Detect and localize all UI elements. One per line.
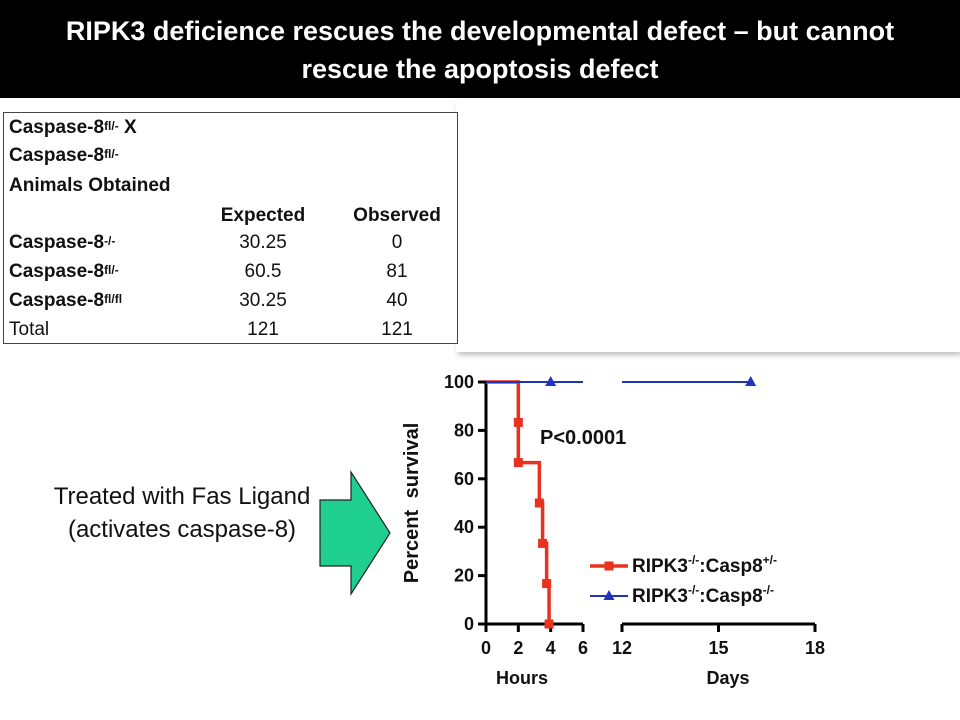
cell-expected: 30.25 bbox=[239, 290, 287, 311]
x-axis-label-hours: Hours bbox=[496, 668, 548, 688]
right-arrow-icon bbox=[319, 470, 391, 596]
cell-expected: 30.25 bbox=[239, 232, 287, 253]
cross-parent-2: Caspase-8fl/- bbox=[9, 145, 119, 166]
cell-expected: 60.5 bbox=[244, 261, 282, 282]
data-point-square bbox=[534, 498, 544, 508]
legend-swatch-square bbox=[604, 561, 614, 571]
cell-observed: 0 bbox=[391, 232, 403, 253]
row-label: Caspase-8fl/fl bbox=[9, 290, 123, 311]
column-header-observed: Observed bbox=[353, 205, 441, 226]
x-tick-label: 4 bbox=[546, 638, 556, 658]
total-label: Total bbox=[9, 319, 50, 340]
cell-observed: 40 bbox=[386, 290, 408, 311]
x-tick-label: 6 bbox=[578, 638, 588, 658]
genotype-table: Caspase-8fl/- X Caspase-8fl/- Animals Ob… bbox=[3, 112, 458, 344]
row-label: Caspase-8-/- bbox=[9, 232, 116, 253]
cross-parent-1: Caspase-8fl/- X bbox=[9, 117, 137, 138]
y-tick-label: 40 bbox=[454, 517, 474, 537]
data-point-triangle bbox=[545, 376, 557, 386]
marker-layer bbox=[513, 376, 757, 629]
blank-panel bbox=[456, 100, 960, 352]
x-axis-label-days: Days bbox=[706, 668, 749, 688]
slide-title: RIPK3 deficience rescues the development… bbox=[65, 16, 895, 84]
y-tick-label: 60 bbox=[454, 469, 474, 489]
x-tick-label: 0 bbox=[481, 638, 491, 658]
total-observed: 121 bbox=[381, 319, 413, 340]
p-value-annotation: P<0.0001 bbox=[540, 427, 626, 449]
total-expected: 121 bbox=[247, 319, 279, 340]
treatment-annotation: Treated with Fas Ligand (activates caspa… bbox=[53, 483, 311, 543]
data-point-square bbox=[513, 417, 523, 427]
legend-entry-label: RIPK3-/-:Casp8+/- bbox=[632, 553, 777, 577]
x-tick-label: 18 bbox=[805, 638, 825, 658]
data-point-square bbox=[538, 538, 548, 548]
y-tick-label: 80 bbox=[454, 420, 474, 440]
y-tick-label: 100 bbox=[444, 372, 474, 392]
x-tick-label: 15 bbox=[708, 638, 728, 658]
x-tick-label: 12 bbox=[612, 638, 632, 658]
data-point-square bbox=[542, 579, 552, 589]
title-bar: RIPK3 deficience rescues the development… bbox=[0, 0, 960, 98]
legend-swatch-triangle bbox=[603, 590, 615, 600]
arrow-shape bbox=[319, 470, 391, 596]
x-tick-label: 2 bbox=[513, 638, 523, 658]
y-tick-label: 0 bbox=[464, 614, 474, 634]
column-header-expected: Expected bbox=[220, 205, 306, 226]
data-point-square bbox=[544, 619, 554, 629]
data-point-triangle bbox=[745, 376, 757, 386]
y-tick-label: 20 bbox=[454, 566, 474, 586]
legend-entry-label: RIPK3-/-:Casp8-/- bbox=[632, 583, 774, 607]
y-axis-label: Percent survival bbox=[401, 423, 423, 584]
label-layer: 0 20 40 60 80 100 0 2 4 6 Hours 12 15 18 Days Percent s… bbox=[401, 372, 825, 688]
survival-chart: 0 20 40 60 80 100 0 2 4 6 Hours 12 15 18 Days Percent s… bbox=[401, 372, 825, 688]
row-label: Caspase-8fl/- bbox=[9, 261, 119, 282]
cell-observed: 81 bbox=[386, 261, 408, 282]
data-point-square bbox=[513, 458, 523, 468]
axes-layer bbox=[478, 380, 817, 632]
table-heading: Animals Obtained bbox=[9, 175, 171, 196]
